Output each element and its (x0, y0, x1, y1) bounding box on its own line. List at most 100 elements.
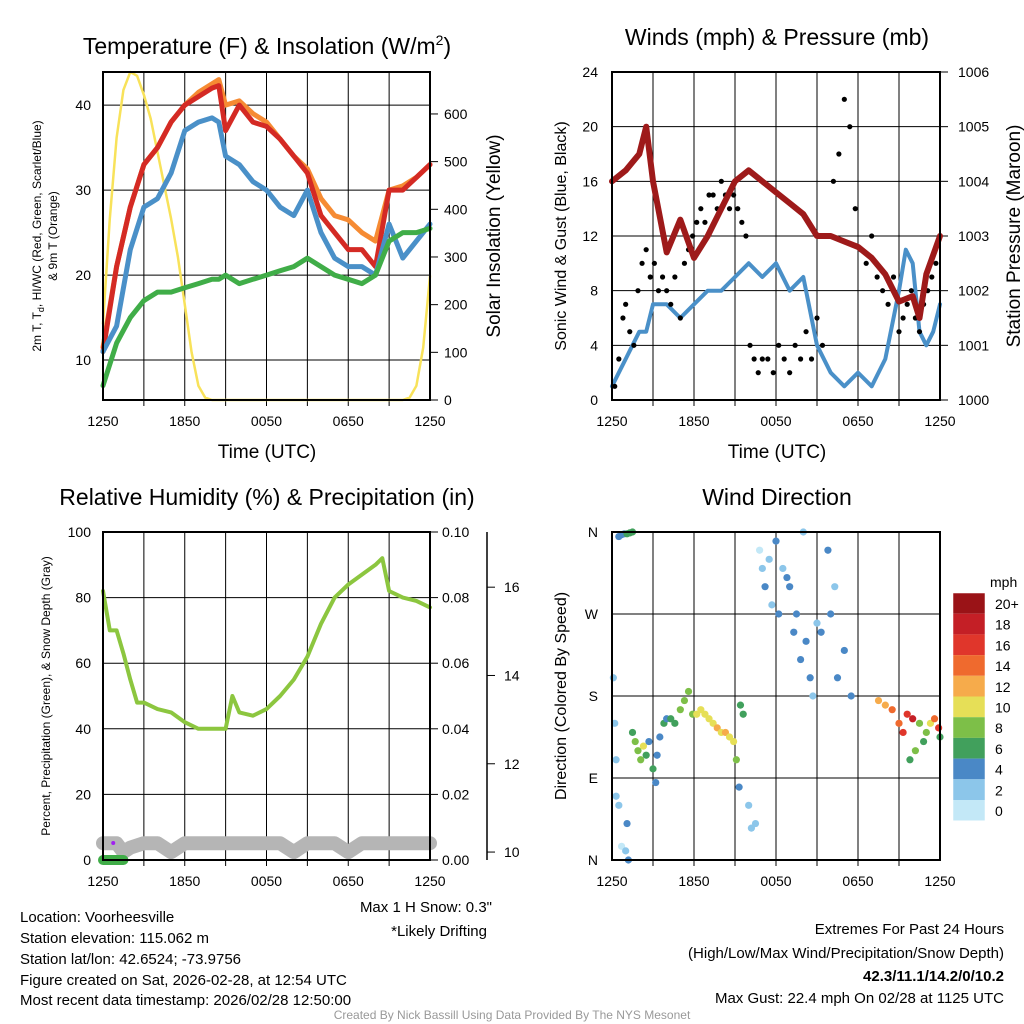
temp-y-axis-label-line2: & 9m T (Orange) (46, 191, 60, 281)
gust-point (808, 356, 815, 362)
gust-point (890, 274, 897, 280)
rh-chart-title: Relative Humidity (%) & Precipitation (i… (59, 484, 474, 510)
gust-point (735, 206, 741, 212)
direction-point (768, 601, 776, 609)
direction-point (792, 610, 801, 618)
colorbar-label: 6 (995, 741, 1003, 757)
extremes-title: Extremes For Past 24 Hours (815, 921, 1004, 938)
direction-point (756, 546, 764, 554)
wind-x-tick-label: 1250 (924, 413, 955, 429)
direction-point (645, 737, 653, 746)
gust-point (900, 315, 906, 321)
colorbar-swatch (953, 696, 985, 718)
gust-point (852, 206, 858, 212)
colorbar-label: 14 (995, 658, 1011, 674)
direction-point (874, 696, 883, 705)
direction-point (612, 756, 620, 764)
direction-point (758, 564, 766, 573)
relative-humidity-line (101, 556, 432, 731)
colorbar-swatch (953, 634, 985, 656)
direction-point (935, 724, 943, 732)
dir-x-tick-label: 1850 (678, 873, 709, 889)
precip-y-tick-label: 0.10 (442, 524, 469, 540)
direction-point (909, 715, 917, 723)
wind-x-tick-label: 0650 (842, 413, 873, 429)
direction-point (827, 610, 835, 618)
direction-point (739, 710, 747, 718)
direction-point (772, 537, 780, 545)
gust-point (803, 329, 809, 335)
pressure-y-tick-label: 1002 (958, 283, 989, 299)
temp-x-tick-label: 1850 (169, 413, 200, 429)
precip-y-tick-label: 0.06 (442, 655, 469, 671)
gust-point (819, 342, 826, 348)
gust-point (672, 274, 678, 280)
snow-y-tick-label: 16 (504, 579, 520, 595)
temp-y-axis-label: 2m T, Td, HI/WC (Red, Green, Scarlet/Blu… (30, 120, 46, 351)
gust-point (759, 356, 765, 362)
temp-x-tick-label: 1250 (87, 413, 118, 429)
gust-point (668, 301, 674, 307)
snow-y-tick-label: 10 (504, 844, 520, 860)
gust-point (620, 315, 626, 321)
direction-point (634, 747, 642, 755)
gust-point (781, 356, 787, 362)
direction-point (797, 655, 805, 664)
gust-point (880, 288, 886, 294)
gust-point (874, 274, 880, 280)
gust-point (731, 192, 737, 198)
temp-y-tick-label: 20 (75, 267, 91, 283)
extremes-subtitle: (High/Low/Max Wind/Precipitation/Snow De… (688, 945, 1004, 962)
colorbar-swatch (953, 779, 985, 800)
sonic-wind-line (610, 247, 942, 389)
direction-point (615, 801, 623, 809)
temperature-chart-title: Temperature (F) & Insolation (W/m2) (83, 32, 451, 59)
rh-x-tick-label: 1250 (414, 873, 445, 889)
gust-point (869, 233, 875, 239)
rh-x-tick-label: 0050 (251, 873, 282, 889)
rh-x-tick-label: 1250 (87, 873, 118, 889)
location-text: Location: Voorheesville (20, 909, 174, 926)
wind-y-tick-label: 24 (582, 64, 598, 80)
direction-point (631, 737, 639, 746)
direction-point (680, 696, 689, 705)
direction-point (684, 687, 693, 696)
gust-point (639, 260, 645, 266)
direction-point (735, 783, 743, 791)
gust-point (770, 370, 776, 376)
dir-plot-border (611, 531, 941, 861)
gust-point (933, 260, 939, 266)
precip-y-tick-label: 0.04 (442, 721, 469, 737)
direction-panel: 1250 1850 0050 0650 1250 N E S W N (585, 524, 956, 889)
temp-x-tick-label: 0050 (251, 413, 282, 429)
gust-point (702, 219, 708, 225)
direction-point (881, 701, 889, 709)
direction-point (888, 706, 896, 714)
temp-plot-border (102, 71, 431, 401)
gust-point (635, 288, 641, 294)
direction-point (903, 710, 911, 718)
rh-plot-border (102, 531, 431, 861)
direction-point (671, 719, 679, 727)
wind-x-tick-label: 0050 (760, 413, 791, 429)
direction-point (649, 765, 657, 773)
wind-x-tick-label: 1850 (678, 413, 709, 429)
rh-y-axis-label: Percent, Precipitation (Green), & Snow D… (39, 556, 53, 835)
temp-x-tick-label: 1250 (414, 413, 445, 429)
temperature-panel: 1250 1850 0050 0650 125010203040010020030040… (75, 70, 468, 429)
direction-point (802, 637, 810, 645)
solar-y-tick-label: 200 (444, 297, 468, 313)
gust-point (798, 356, 804, 362)
direction-point (790, 628, 798, 636)
temp-y-tick-label: 40 (75, 97, 91, 113)
gust-point (765, 356, 771, 362)
gust-point (651, 260, 657, 266)
dir-x-tick-label: 0050 (760, 873, 791, 889)
gust-point (718, 178, 724, 184)
solar-y-axis-label: Solar Insolation (Yellow) (484, 134, 505, 337)
precip-y-tick-label: 0.00 (442, 852, 469, 868)
colorbar-label: 10 (995, 700, 1011, 716)
colorbar-label: 16 (995, 637, 1011, 653)
wind-panel: 1250 1850 0050 0650 1250 0 4 8 12 16 20 24 1000 1001 1… (582, 64, 989, 429)
direction-point (847, 692, 855, 700)
